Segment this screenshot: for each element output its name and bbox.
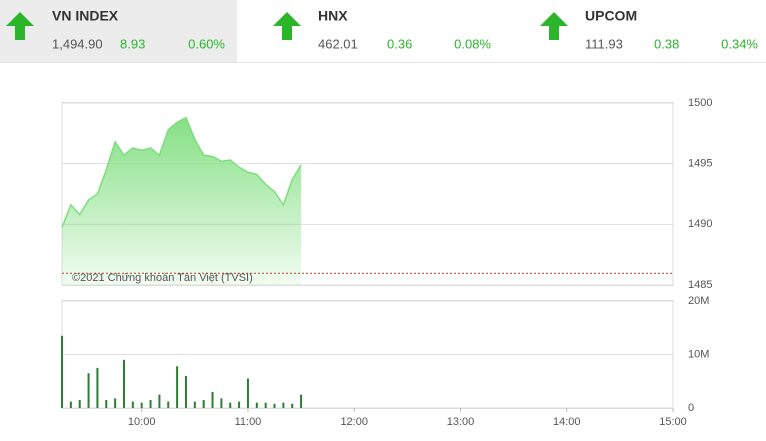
x-tick-label: 11:00 bbox=[235, 416, 262, 428]
y-tick-label: 1500 bbox=[688, 97, 712, 109]
y-tick-label: 1490 bbox=[688, 218, 712, 230]
volume-bar bbox=[238, 401, 241, 408]
index-value: 111.93 bbox=[585, 36, 623, 51]
y-tick-label: 1495 bbox=[688, 158, 712, 170]
volume-bar bbox=[220, 398, 223, 408]
index-name: VN INDEX bbox=[52, 8, 119, 24]
y-tick-label: 10M bbox=[688, 348, 709, 360]
volume-bar bbox=[264, 402, 267, 408]
volume-bar bbox=[131, 401, 134, 408]
price-area bbox=[62, 117, 302, 285]
volume-bar bbox=[246, 378, 249, 408]
volume-bar bbox=[202, 399, 205, 408]
volume-bar bbox=[87, 373, 90, 408]
index-name: UPCOM bbox=[585, 8, 637, 24]
volume-bar bbox=[78, 399, 81, 408]
volume-bar bbox=[114, 398, 117, 408]
index-percent: 0.34% bbox=[721, 36, 758, 51]
volume-bar bbox=[184, 375, 187, 408]
volume-bar bbox=[149, 399, 152, 408]
y-tick-label: 20M bbox=[688, 295, 709, 307]
x-tick-label: 12:00 bbox=[340, 416, 368, 428]
index-name: HNX bbox=[318, 8, 348, 24]
index-change: 8.93 bbox=[120, 36, 145, 51]
volume-bar bbox=[69, 401, 72, 408]
index-percent: 0.60% bbox=[188, 36, 225, 51]
up-arrows bbox=[6, 12, 568, 40]
x-tick-label: 10:00 bbox=[128, 416, 156, 428]
index-percent: 0.08% bbox=[454, 36, 491, 51]
volume-bar bbox=[229, 402, 232, 408]
volume-bar bbox=[300, 394, 303, 408]
index-value: 1,494.90 bbox=[52, 36, 103, 51]
volume-bar bbox=[122, 359, 125, 408]
volume-bar bbox=[193, 401, 196, 408]
index-change: 0.36 bbox=[387, 36, 412, 51]
x-tick-label: 13:00 bbox=[447, 416, 475, 428]
x-tick-label: 15:00 bbox=[659, 416, 687, 428]
volume-bar bbox=[255, 402, 258, 408]
volume-bar bbox=[167, 401, 170, 408]
index-value: 462.01 bbox=[318, 36, 358, 51]
volume-bar bbox=[273, 403, 276, 408]
volume-bar bbox=[61, 335, 63, 408]
volume-bar bbox=[282, 402, 285, 408]
volume-bar bbox=[140, 402, 143, 408]
volume-bar bbox=[176, 366, 179, 408]
volume-bar bbox=[158, 394, 161, 408]
watermark: ©2021 Chứng khoán Tân Việt (TVSI) bbox=[72, 272, 253, 284]
y-tick-label: 1485 bbox=[688, 279, 712, 291]
volume-bar bbox=[291, 403, 294, 408]
y-tick-label: 0 bbox=[688, 402, 694, 414]
volume-bar bbox=[96, 367, 99, 408]
volume-bar bbox=[211, 391, 214, 408]
price-line bbox=[61, 116, 302, 228]
volume-bar bbox=[105, 399, 108, 408]
index-change: 0.38 bbox=[654, 36, 679, 51]
x-tick-label: 14:00 bbox=[553, 416, 581, 428]
active-tab[interactable] bbox=[0, 0, 237, 62]
